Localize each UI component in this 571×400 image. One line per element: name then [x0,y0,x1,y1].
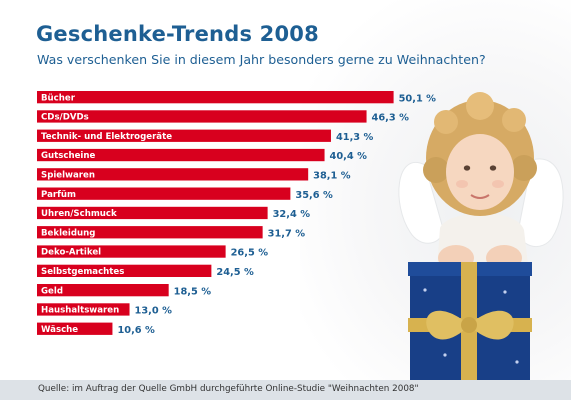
value-label: 13,0 % [135,306,173,317]
category-label: Deko-Artikel [41,248,101,258]
bar [37,284,169,297]
footer-bar: Quelle: im Auftrag der Quelle GmbH durch… [0,380,571,400]
star-icon [423,288,427,292]
bar-chart: Bücher 50,1 % CDs/DVDs 46,3 % Technik- und E… [37,91,437,336]
bar [37,187,291,200]
category-label: Selbstgemachtes [41,267,124,277]
category-label: Uhren/Schmuck [41,209,117,219]
bar [37,264,212,277]
category-label: Geld [41,286,63,296]
gift-bow-left [426,310,469,340]
value-label: 31,7 % [268,228,306,239]
gift-bow-right [469,310,514,340]
mouth-icon [470,194,490,199]
bar [37,245,226,258]
value-label: 10,6 % [117,325,155,336]
gift-bow-knot [461,317,477,333]
value-label: 38,1 % [313,171,351,182]
category-label: Bücher [41,93,76,103]
bar [37,168,309,181]
source-note: Quelle: im Auftrag der Quelle GmbH durch… [38,384,419,394]
chart-subtitle: Was verschenken Sie in diesem Jahr beson… [37,52,486,67]
angel-wing-left [398,162,445,244]
bar [37,110,367,123]
bar [37,206,268,220]
bar [37,303,130,316]
chart-title: Geschenke-Trends 2008 [36,22,319,46]
value-label: 35,6 % [295,190,333,201]
value-label: 24,5 % [216,267,254,278]
bar [37,91,394,104]
category-label: Bekleidung [41,228,95,238]
value-label: 46,3 % [372,113,410,124]
value-label: 40,4 % [330,151,368,162]
bar [37,129,331,142]
value-label: 50,1 % [399,93,437,104]
value-label: 41,3 % [336,132,374,143]
value-label: 26,5 % [231,248,269,259]
value-label: 18,5 % [174,286,212,297]
bar [37,148,325,162]
category-label: Technik- und Elektrogeräte [41,132,172,142]
bar [37,226,263,239]
hair-curl-icon [511,155,537,181]
hair-curl-icon [434,110,458,134]
star-icon [503,290,507,294]
category-label: Gutscheine [41,151,95,161]
eye-icon [463,165,471,171]
angel-gift-illustration [398,92,564,380]
category-label: Parfüm [41,190,76,200]
angel-face [446,134,514,210]
category-label: Spielwaren [41,171,95,181]
star-icon [443,353,447,357]
hair-curl-icon [502,108,526,132]
eye-icon [489,165,497,171]
star-icon [515,360,519,364]
hair-curl-icon [466,92,494,120]
cheek-icon [492,180,504,188]
category-label: CDs/DVDs [41,113,89,123]
category-label: Wäsche [41,325,78,335]
value-label: 32,4 % [273,209,311,220]
cheek-icon [456,180,468,188]
category-label: Haushaltswaren [41,306,119,316]
hair-curl-icon [423,157,449,183]
bar [37,322,113,335]
